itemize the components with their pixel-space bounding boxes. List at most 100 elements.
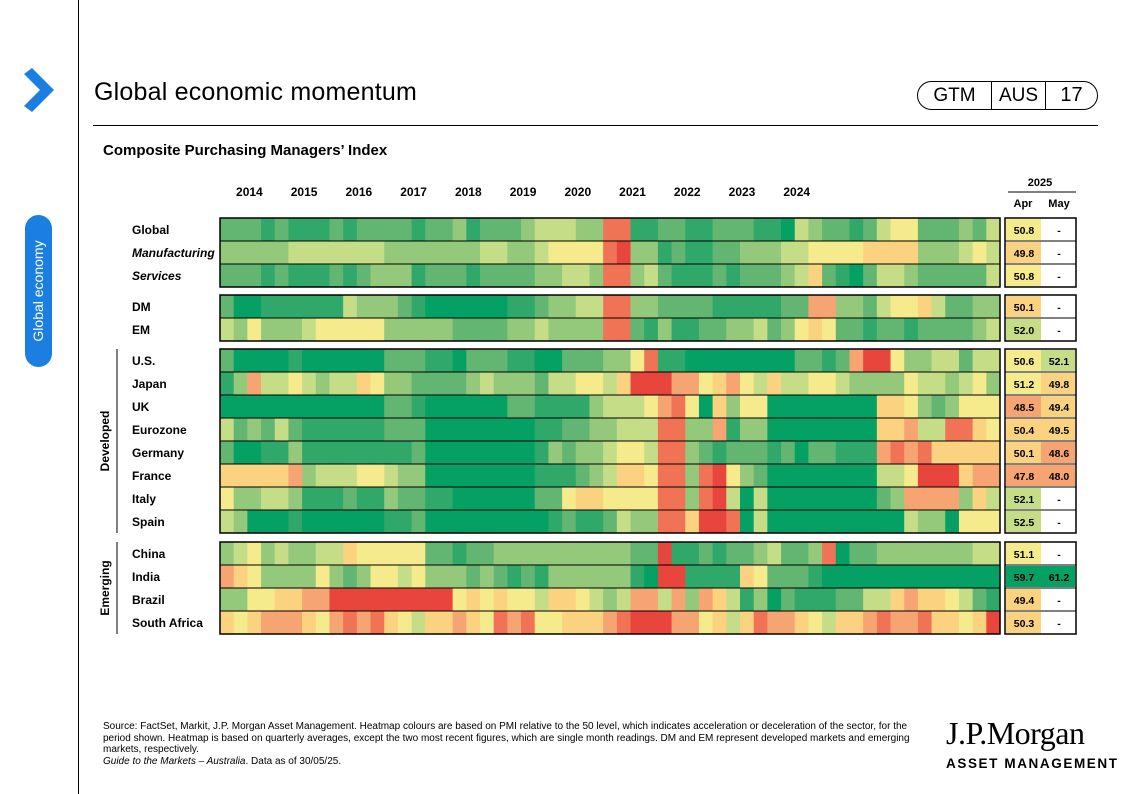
heatmap-cell	[575, 588, 591, 611]
heatmap-cell	[575, 487, 591, 510]
heatmap-cell	[233, 588, 248, 611]
heatmap-cell	[302, 441, 317, 464]
heatmap-cell	[931, 241, 946, 264]
heatmap-cell	[438, 349, 454, 372]
year-label: 2015	[291, 185, 318, 199]
recent-block-border	[1004, 217, 1077, 288]
heatmap-cell	[507, 588, 522, 611]
heatmap-cell	[315, 588, 331, 611]
heatmap-cell	[534, 218, 550, 241]
heatmap-cell	[781, 441, 796, 464]
heatmap-cell	[220, 464, 235, 487]
heatmap-cell	[863, 264, 878, 287]
heatmap-cell	[288, 565, 303, 588]
year-label: 2024	[783, 185, 810, 199]
heatmap-cell	[822, 349, 837, 372]
heatmap-cell	[986, 510, 1001, 533]
year-label: 2022	[674, 185, 701, 199]
heatmap-cell	[575, 441, 591, 464]
heatmap-cell	[356, 318, 372, 341]
heatmap-cell	[753, 588, 768, 611]
heatmap-cell	[822, 372, 837, 395]
heatmap-cell	[521, 565, 536, 588]
heatmap-cell	[644, 588, 659, 611]
heatmap-cell	[945, 241, 960, 264]
heatmap-cell	[261, 510, 276, 533]
heatmap-cell	[274, 464, 290, 487]
heatmap-cell	[507, 349, 522, 372]
apr-value: 48.5	[1014, 402, 1035, 414]
heatmap-cell	[794, 510, 810, 533]
heatmap-cell	[917, 418, 933, 441]
heatmap-cell	[849, 218, 864, 241]
heatmap-cell	[261, 264, 276, 287]
heatmap-cell	[534, 264, 550, 287]
heatmap-cell	[329, 318, 344, 341]
heatmap-cell	[808, 487, 823, 510]
heatmap-cell	[274, 295, 290, 318]
heatmap-cell	[698, 441, 714, 464]
heatmap-cell	[904, 218, 919, 241]
heatmap-cell	[630, 510, 645, 533]
heatmap-cell	[835, 510, 851, 533]
heatmap-cell	[370, 611, 385, 634]
heatmap-cell	[438, 418, 454, 441]
side-tab[interactable]	[25, 215, 52, 367]
heatmap-cell	[603, 395, 618, 418]
heatmap-cell	[740, 588, 755, 611]
heatmap-cell	[261, 295, 276, 318]
heatmap-cell	[247, 464, 262, 487]
heatmap-cell	[233, 295, 248, 318]
recent-block-border	[1004, 348, 1077, 534]
heatmap-cell	[781, 542, 796, 565]
heatmap-cell	[876, 318, 892, 341]
heatmap-cell	[425, 264, 440, 287]
heatmap-cell	[603, 464, 618, 487]
heatmap-cell	[685, 318, 700, 341]
heatmap-cell	[521, 318, 536, 341]
heatmap-cell	[452, 464, 467, 487]
row-label: China	[132, 547, 166, 561]
heatmap-cell	[726, 264, 741, 287]
heatmap-cell	[521, 510, 536, 533]
heatmap-cell	[315, 418, 331, 441]
heatmap-cell	[671, 349, 686, 372]
heatmap-cell	[794, 295, 810, 318]
heatmap-cell	[972, 349, 987, 372]
heatmap-cell	[548, 241, 563, 264]
heatmap-cell	[261, 441, 276, 464]
heatmap-cell	[712, 542, 727, 565]
heatmap-cell	[644, 372, 659, 395]
left-divider-line	[78, 0, 79, 794]
heatmap-cell	[726, 349, 741, 372]
heatmap-cell	[397, 588, 413, 611]
heatmap-cell	[480, 565, 495, 588]
heatmap-cell	[616, 218, 632, 241]
heatmap-cell	[452, 611, 467, 634]
heatmap-cell	[986, 588, 1001, 611]
heatmap-cell	[685, 264, 700, 287]
heatmap-cell	[726, 418, 741, 441]
heatmap-cell	[958, 218, 974, 241]
heatmap-cell	[698, 318, 714, 341]
heatmap-cell	[356, 611, 372, 634]
apr-cell	[1006, 543, 1041, 564]
heatmap-cell	[288, 611, 303, 634]
heatmap-cell	[726, 372, 741, 395]
heatmap-cell	[808, 395, 823, 418]
heatmap-cell	[972, 588, 987, 611]
apr-value: 59.7	[1014, 572, 1035, 584]
heatmap-cell	[808, 295, 823, 318]
heatmap-cell	[220, 565, 235, 588]
heatmap-cell	[931, 588, 946, 611]
heatmap-cell	[876, 510, 892, 533]
asset-management-logo: ASSET MANAGEMENT	[946, 756, 1119, 771]
heatmap-cell	[480, 510, 495, 533]
heatmap-cell	[890, 588, 905, 611]
apr-cell	[1006, 296, 1041, 317]
heatmap-cell	[384, 542, 399, 565]
heatmap-cell	[630, 588, 645, 611]
heatmap-cell	[302, 218, 317, 241]
heatmap-cell	[630, 218, 645, 241]
heatmap-cell	[370, 510, 385, 533]
